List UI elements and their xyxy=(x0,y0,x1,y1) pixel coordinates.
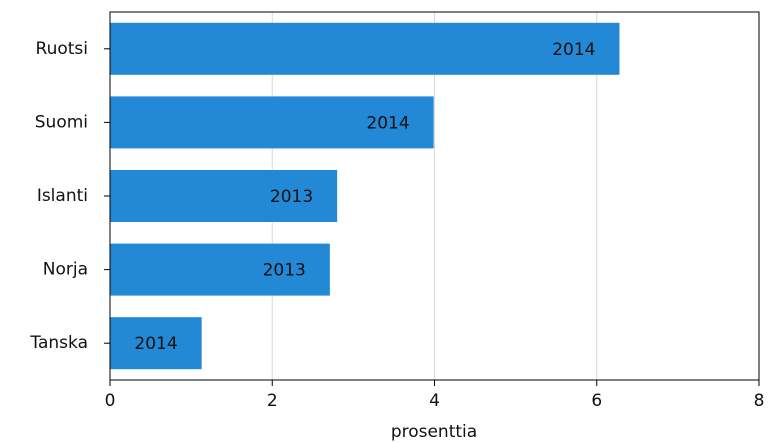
bar xyxy=(110,170,338,222)
y-tick-label: Norja xyxy=(43,260,88,280)
bar xyxy=(110,317,202,370)
x-tick-label: 2 xyxy=(267,391,278,411)
bar-annotation: 2014 xyxy=(366,113,409,133)
x-tick-label: 8 xyxy=(754,391,765,411)
bar-annotation: 2013 xyxy=(263,261,306,281)
bar-annotation: 2014 xyxy=(552,40,595,60)
bar-annotation: 2013 xyxy=(270,187,313,207)
bar-annotation: 2014 xyxy=(134,334,177,354)
x-tick-label: 6 xyxy=(591,391,602,411)
x-tick-label: 4 xyxy=(429,391,440,411)
bar xyxy=(110,96,434,149)
bar xyxy=(110,22,620,75)
y-tick-label: Tanska xyxy=(29,333,88,353)
plot-border xyxy=(109,11,760,381)
x-tick-label: 0 xyxy=(105,391,116,411)
y-tick-label: Suomi xyxy=(35,112,88,132)
y-tick-label: Islanti xyxy=(37,186,88,206)
bar xyxy=(110,243,330,296)
x-axis-label: prosenttia xyxy=(391,422,477,442)
y-tick-label: Ruotsi xyxy=(36,39,88,59)
